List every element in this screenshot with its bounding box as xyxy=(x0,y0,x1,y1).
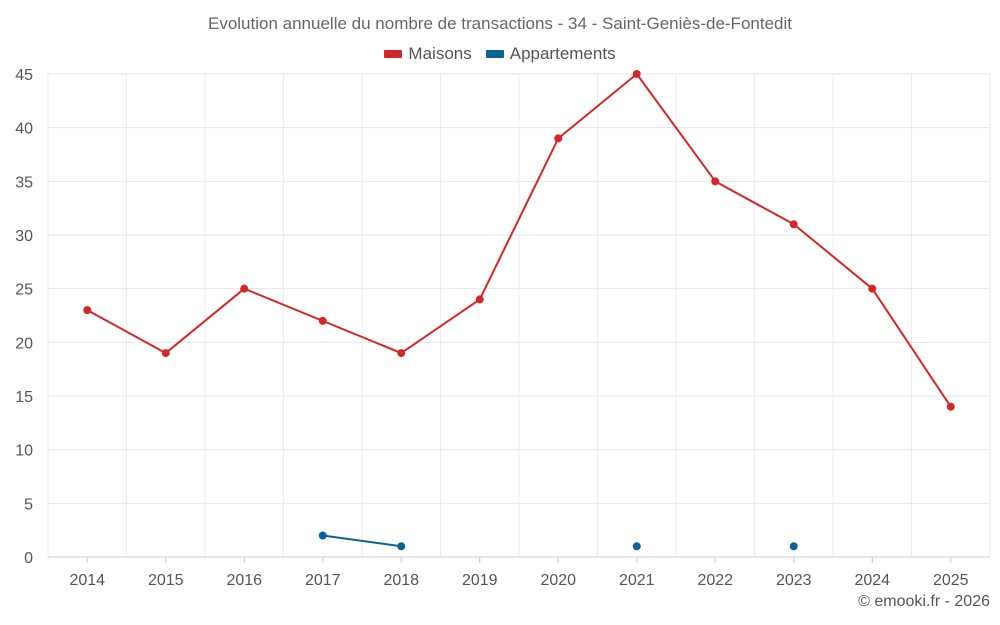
data-point-maisons xyxy=(554,134,563,143)
data-point-maisons xyxy=(868,284,877,293)
data-point-maisons xyxy=(397,349,406,358)
y-tick-label: 10 xyxy=(15,443,33,460)
y-tick-label: 30 xyxy=(15,228,33,245)
x-tick-label: 2022 xyxy=(697,572,733,589)
x-tick-label: 2025 xyxy=(933,572,969,589)
legend-item-maisons[interactable]: Maisons xyxy=(384,44,472,64)
data-point-maisons xyxy=(318,316,327,325)
data-point-appartements xyxy=(397,542,406,551)
y-tick-label: 25 xyxy=(15,282,33,299)
x-tick-label: 2023 xyxy=(776,572,812,589)
data-point-maisons xyxy=(83,306,92,315)
legend-item-appartements[interactable]: Appartements xyxy=(485,44,616,64)
x-tick-label: 2016 xyxy=(226,572,262,589)
data-point-maisons xyxy=(632,70,641,78)
data-point-maisons xyxy=(789,220,798,229)
data-point-appartements xyxy=(789,542,798,551)
legend-swatch-maisons xyxy=(384,50,403,58)
y-tick-label: 0 xyxy=(24,550,33,567)
data-point-maisons xyxy=(475,295,484,304)
x-tick-label: 2024 xyxy=(854,572,890,589)
x-tick-label: 2017 xyxy=(305,572,341,589)
y-tick-label: 45 xyxy=(15,67,33,84)
data-point-maisons xyxy=(240,284,249,293)
x-tick-label: 2021 xyxy=(619,572,655,589)
x-tick-label: 2014 xyxy=(69,572,105,589)
data-point-appartements xyxy=(318,531,327,540)
credit: © emooki.fr - 2026 xyxy=(858,593,990,610)
series-line-maisons xyxy=(86,73,952,408)
y-tick-label: 5 xyxy=(24,496,33,513)
series-line-appartements xyxy=(322,534,402,548)
y-tick-label: 35 xyxy=(15,174,33,191)
y-tick-label: 40 xyxy=(15,121,33,138)
data-point-maisons xyxy=(946,402,955,411)
x-tick-label: 2019 xyxy=(462,572,498,589)
legend-swatch-appartements xyxy=(485,50,504,58)
y-tick-label: 15 xyxy=(15,389,33,406)
legend-label-maisons: Maisons xyxy=(408,44,472,63)
data-point-maisons xyxy=(161,349,170,358)
legend-label-appartements: Appartements xyxy=(509,44,616,63)
legend: Maisons Appartements xyxy=(0,44,1000,64)
data-point-maisons xyxy=(711,177,720,186)
y-tick-label: 20 xyxy=(15,335,33,352)
x-tick-label: 2018 xyxy=(383,572,419,589)
chart-title: Evolution annuelle du nombre de transact… xyxy=(207,14,792,33)
data-point-appartements xyxy=(632,542,641,551)
x-tick-label: 2015 xyxy=(148,572,184,589)
x-tick-label: 2020 xyxy=(540,572,576,589)
